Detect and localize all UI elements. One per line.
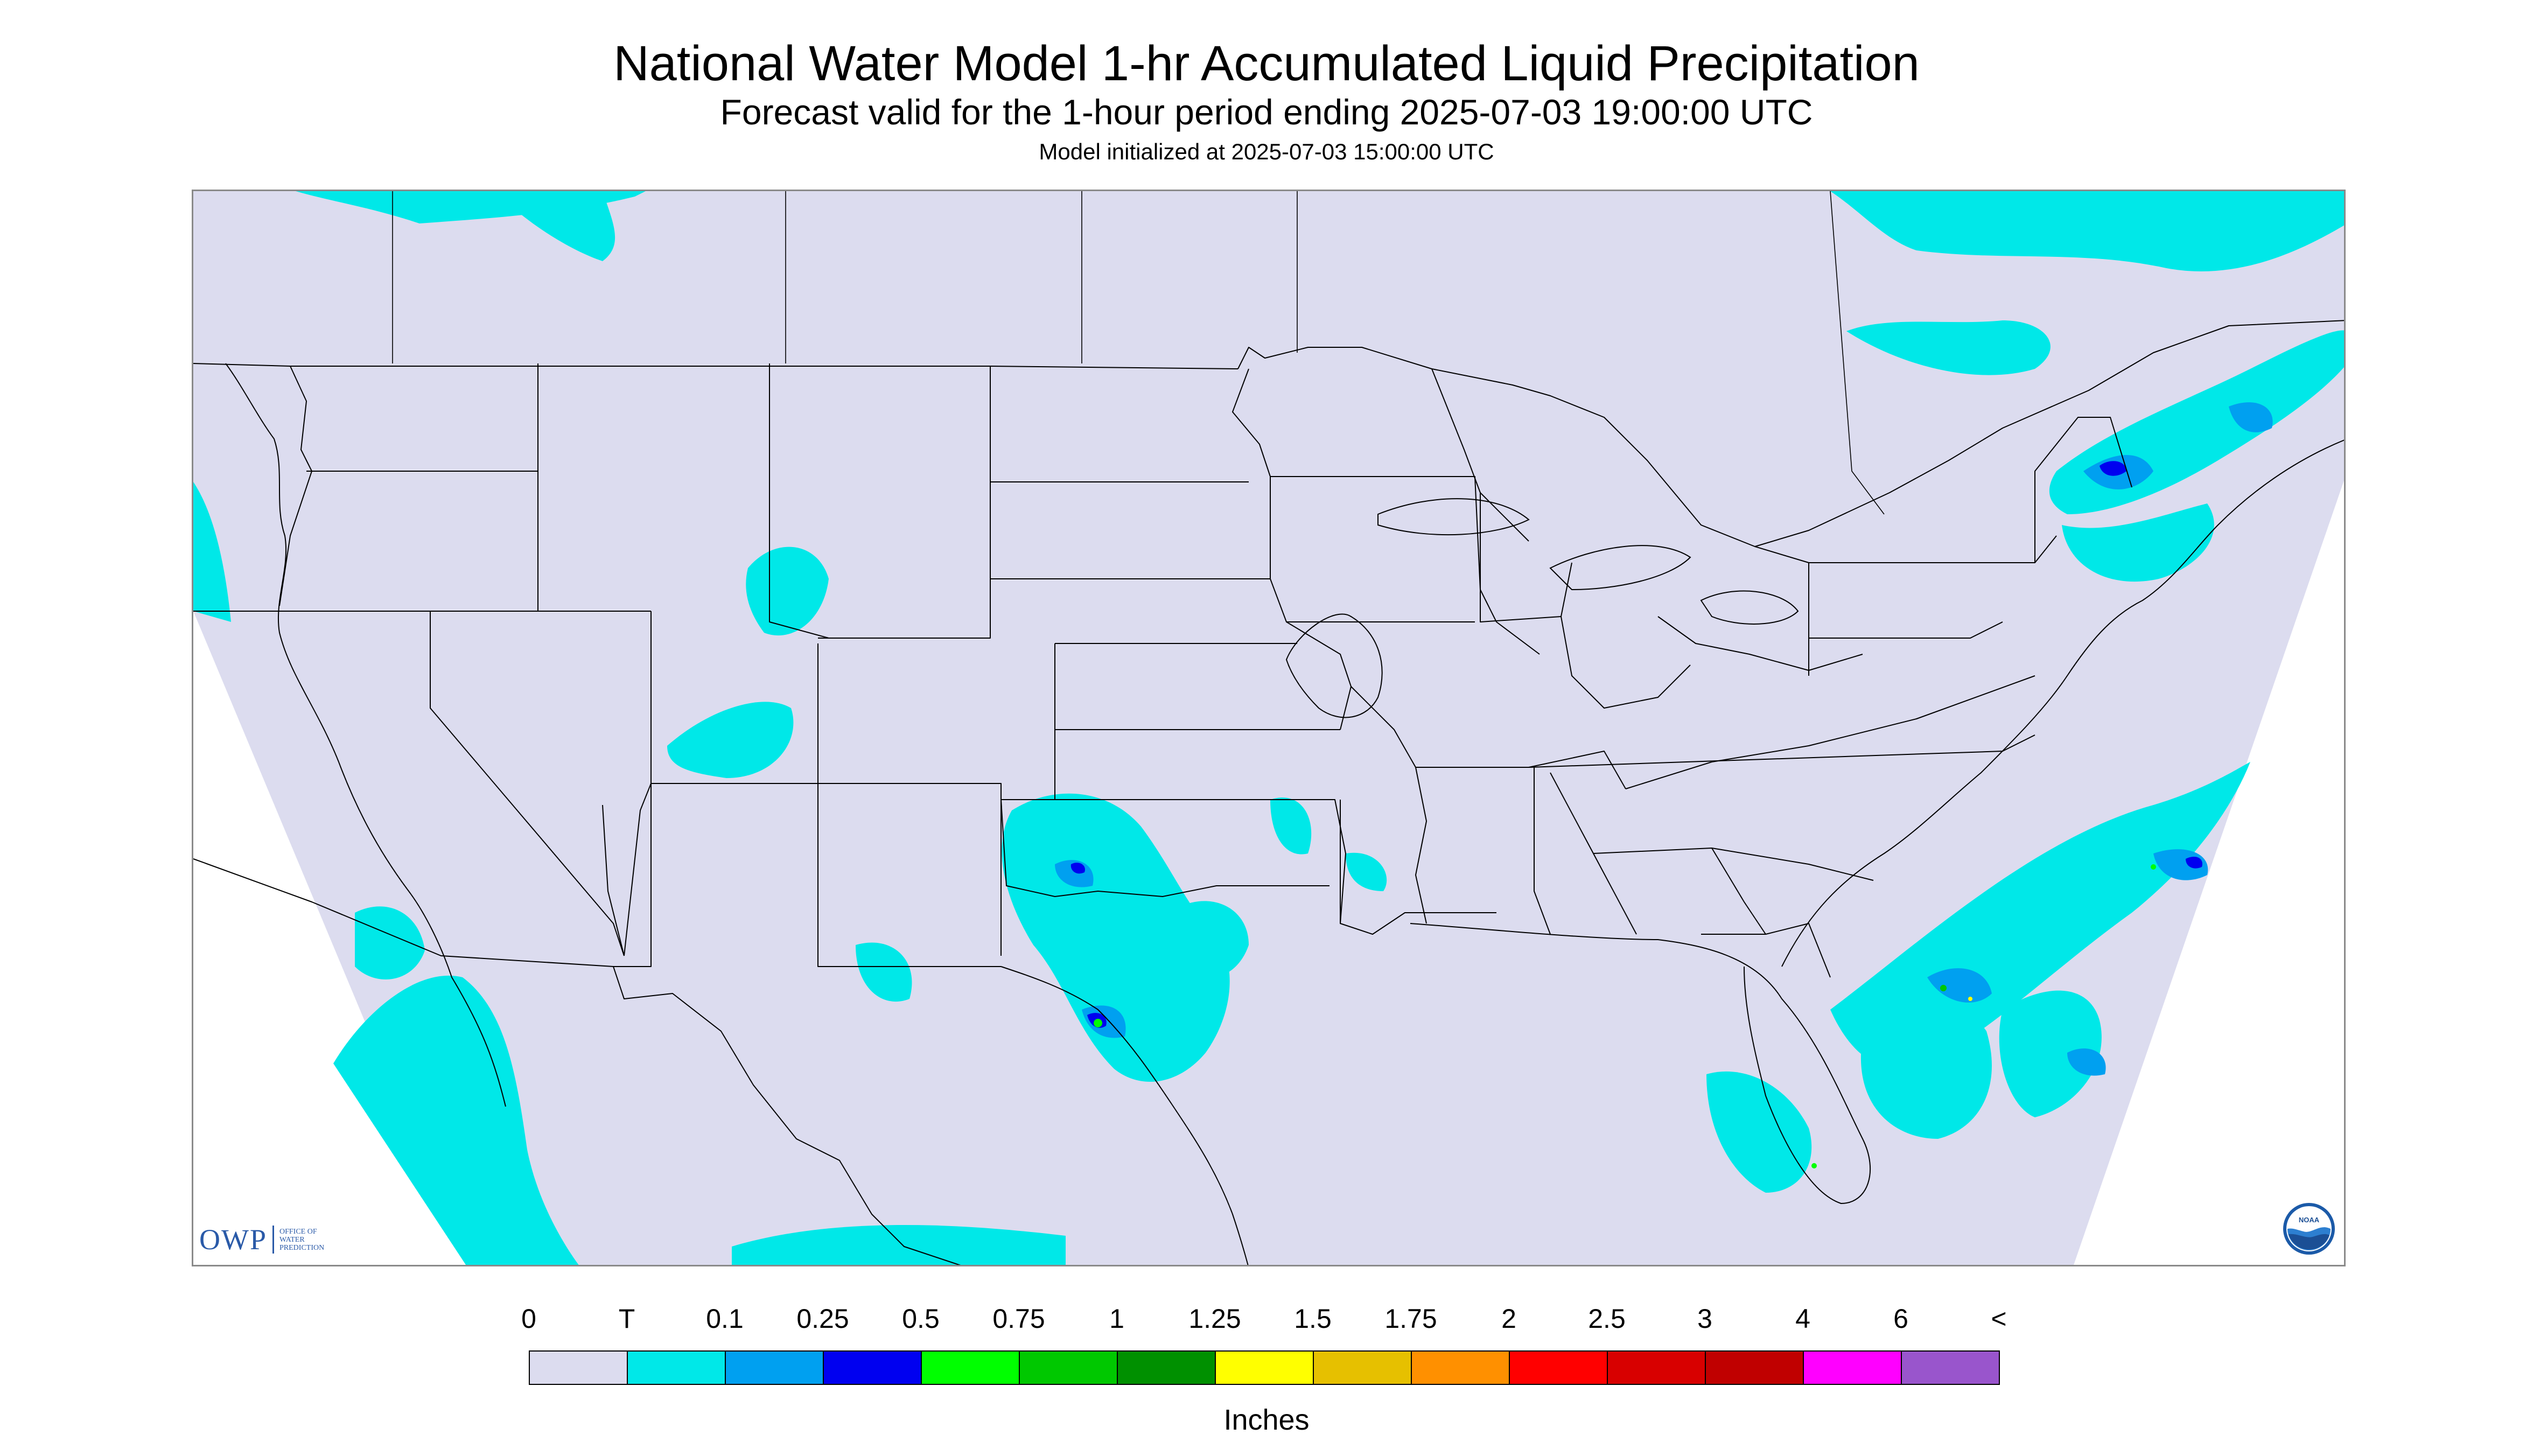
model-domain — [193, 191, 2344, 1265]
noaa-logo-text: NOAA — [2299, 1216, 2320, 1224]
owp-logo-letters: OWP — [199, 1223, 267, 1256]
legend-tick-label: 2 — [1501, 1304, 1516, 1334]
legend-swatch — [529, 1350, 628, 1385]
map-title: National Water Model 1-hr Accumulated Li… — [613, 36, 1920, 91]
legend-tick-label: T — [618, 1304, 635, 1334]
coastlines — [225, 363, 2344, 1265]
legend-swatch — [1901, 1350, 2000, 1385]
legend-swatch — [627, 1350, 726, 1385]
state-boundaries — [193, 320, 2344, 1265]
legend-tick-label: 1.25 — [1188, 1304, 1241, 1334]
owp-logo-divider — [272, 1226, 274, 1254]
legend-swatch — [921, 1350, 1020, 1385]
owp-logo: OWP OFFICE OF WATER PREDICTION — [199, 1223, 324, 1256]
legend-tick-label: 6 — [1893, 1304, 1908, 1334]
legend-colorbar — [529, 1350, 2000, 1385]
legend-tick-label: 0 — [521, 1304, 536, 1334]
legend-tick-label: 2.5 — [1588, 1304, 1626, 1334]
noaa-logo: NOAA — [2283, 1203, 2335, 1255]
legend-tick-label: 0.25 — [796, 1304, 849, 1334]
legend-tick-label: 0.75 — [992, 1304, 1045, 1334]
legend-swatch — [1803, 1350, 1902, 1385]
legend-tick-label: < — [1991, 1304, 2007, 1334]
legend-tick-label: 0.1 — [706, 1304, 744, 1334]
legend-units-label: Inches — [1223, 1404, 1310, 1436]
legend-tick-label: 1.75 — [1384, 1304, 1437, 1334]
legend-swatch — [1215, 1350, 1314, 1385]
map-subtitle: Forecast valid for the 1-hour period end… — [720, 92, 1813, 132]
precip-light-areas — [1055, 402, 2273, 1076]
legend-swatch — [725, 1350, 824, 1385]
map-canvas — [193, 191, 2344, 1265]
legend-swatch — [1117, 1350, 1216, 1385]
precip-heavy-spots — [1094, 864, 2156, 1168]
legend-swatch — [1509, 1350, 1608, 1385]
legend-swatch — [1411, 1350, 1510, 1385]
legend-swatch — [1705, 1350, 1804, 1385]
legend-tick-label: 4 — [1795, 1304, 1810, 1334]
canada-province-lines — [392, 191, 1885, 515]
legend-tick-label: 1.5 — [1294, 1304, 1332, 1334]
owp-logo-subtitle: OFFICE OF WATER PREDICTION — [279, 1227, 325, 1252]
legend-labels: 0 T 0.1 0.25 0.5 0.75 1 1.25 1.5 1.75 2 2.5 3 4 6 < — [0, 1303, 2533, 1335]
legend-swatch — [1019, 1350, 1118, 1385]
legend-tick-label: 3 — [1697, 1304, 1712, 1334]
legend-swatch — [823, 1350, 922, 1385]
legend-tick-label: 1 — [1109, 1304, 1124, 1334]
legend-swatch — [1313, 1350, 1412, 1385]
legend-swatch — [1607, 1350, 1706, 1385]
model-init-line: Model initialized at 2025-07-03 15:00:00… — [1039, 139, 1494, 164]
precipitation-map — [192, 190, 2346, 1266]
legend-tick-label: 0.5 — [902, 1304, 940, 1334]
